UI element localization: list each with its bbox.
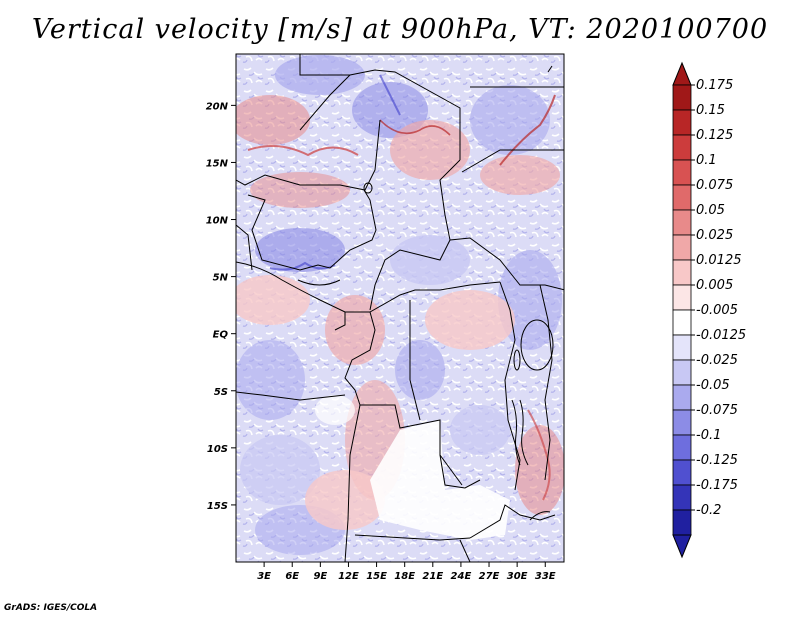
colorbar-label: 0.1 (696, 153, 717, 168)
vertical-velocity-field (236, 54, 564, 562)
colorbar-label: -0.125 (696, 453, 738, 468)
lon-label-9E: 9E (313, 571, 327, 582)
colorbar-swatch (672, 434, 692, 461)
colorbar-swatch (672, 259, 692, 286)
colorbar-swatch (672, 484, 692, 511)
colorbar-swatch (672, 84, 692, 111)
lon-label-21E: 21E (422, 571, 443, 582)
lat-label-10S: 10S (207, 444, 228, 455)
colorbar-label: 0.025 (696, 228, 733, 243)
colorbar-swatch (672, 284, 692, 311)
grads-credit: GrADS: IGES/COLA (4, 603, 98, 613)
lat-label-5S: 5S (214, 387, 228, 398)
colorbar-bottom-triangle (672, 534, 692, 559)
colorbar-swatch (672, 109, 692, 136)
latitude-axis: 20N 15N 10N 5N EQ 5S 10S 15S (206, 101, 236, 512)
lat-label-20N: 20N (206, 101, 229, 112)
country-borders (236, 54, 564, 562)
longitude-axis: 3E 6E 9E 12E 15E 18E 21E 24E 27E 30E 33E (257, 562, 556, 582)
colorbar-swatch (672, 409, 692, 436)
lon-label-3E: 3E (257, 571, 271, 582)
colorbar-label: -0.025 (696, 353, 738, 368)
lon-label-18E: 18E (394, 571, 415, 582)
lon-label-12E: 12E (338, 571, 359, 582)
colorbar-label: 0.15 (696, 103, 725, 118)
colorbar-label: 0.005 (696, 278, 733, 293)
lat-label-EQ: EQ (213, 330, 229, 341)
colorbar-swatch (672, 184, 692, 211)
lon-label-15E: 15E (366, 571, 387, 582)
map-title: Vertical velocity [m/s] at 900hPa, VT: 2… (31, 14, 769, 45)
lat-label-10N: 10N (206, 216, 229, 227)
colorbar-swatch (672, 134, 692, 161)
lon-label-24E: 24E (451, 571, 472, 582)
colorbar-swatch (672, 509, 692, 536)
lon-label-33E: 33E (535, 571, 556, 582)
colorbar-swatch (672, 209, 692, 236)
lat-label-5N: 5N (213, 273, 229, 284)
colorbar-label: 0.05 (696, 203, 725, 218)
colorbar-label: -0.005 (696, 303, 738, 318)
colorbar-label: -0.1 (696, 428, 721, 443)
colorbar-top-triangle (672, 61, 692, 86)
colorbar-label: -0.2 (696, 503, 721, 518)
lon-label-6E: 6E (285, 571, 299, 582)
colorbar-label: 0.075 (696, 178, 733, 193)
lat-label-15S: 15S (207, 501, 228, 512)
colorbar-swatch (672, 159, 692, 186)
colorbar-label: -0.175 (696, 478, 738, 493)
lon-label-27E: 27E (479, 571, 500, 582)
colorbar-label: -0.05 (696, 378, 730, 393)
map-frame (235, 53, 565, 563)
colorbar-label: 0.0125 (696, 253, 742, 268)
colorbar-swatch (672, 309, 692, 336)
colorbar-label: 0.125 (696, 128, 733, 143)
colorbar-swatch (672, 334, 692, 361)
lon-label-30E: 30E (507, 571, 528, 582)
colorbar-label: -0.0125 (696, 328, 746, 343)
colorbar-swatch (672, 459, 692, 486)
colorbar: 0.175 0.15 0.125 0.1 0.075 0.05 0.025 0.0125 0.0… (672, 61, 746, 559)
colorbar-swatch (672, 359, 692, 386)
lakes (363, 65, 554, 521)
lat-label-15N: 15N (206, 158, 229, 169)
colorbar-label: 0.175 (696, 78, 733, 93)
colorbar-swatch (672, 384, 692, 411)
colorbar-swatch (672, 234, 692, 261)
colorbar-label: -0.075 (696, 403, 738, 418)
